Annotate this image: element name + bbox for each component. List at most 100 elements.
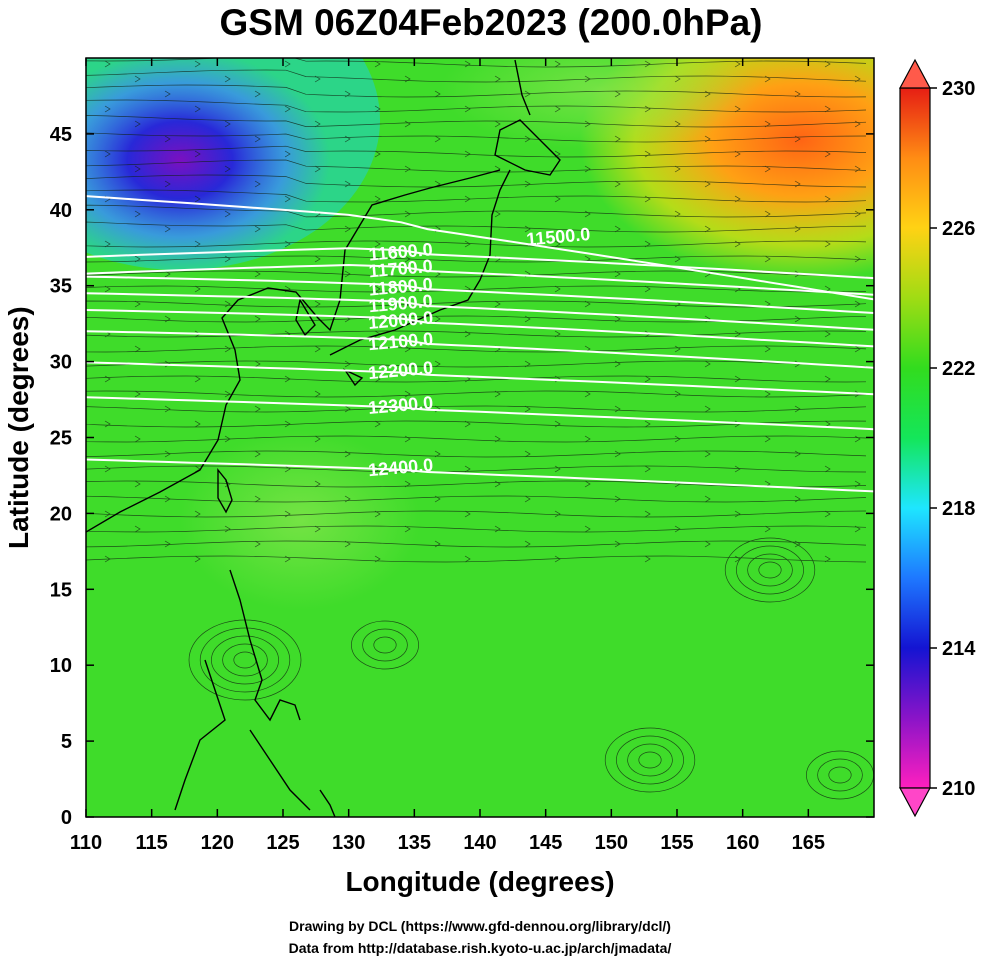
streamline-arrow (554, 285, 561, 293)
x-tick-label: 115 (136, 832, 168, 854)
streamline-arrow (644, 105, 651, 113)
streamline (86, 390, 867, 398)
streamline (86, 174, 867, 188)
streamline-arrow (614, 270, 621, 278)
streamline-arrow (314, 435, 321, 443)
streamline-arrow (254, 225, 261, 233)
streamline-arrow (494, 300, 501, 308)
streamline-arrow (764, 390, 771, 398)
streamline-arrow (764, 345, 771, 353)
streamline-arrow (284, 510, 291, 518)
streamline-arrow (854, 435, 861, 443)
streamline-arrow (164, 90, 171, 98)
colorbar-ticks: 210 214 218 222 226 230 (930, 78, 976, 800)
credit-drawing: Drawing by DCL (https://www.gfd-dennou.o… (289, 918, 671, 934)
streamline-arrow (404, 345, 411, 353)
streamline-arrow (524, 315, 531, 323)
streamline-arrow (674, 435, 681, 443)
streamline-arrow (194, 150, 201, 158)
streamline-arrow (524, 180, 531, 188)
streamline-arrow (794, 135, 801, 143)
streamline-vortex (199, 627, 291, 693)
streamline-arrow (314, 390, 321, 398)
streamline-vortex (758, 561, 782, 579)
streamline-arrow (644, 285, 651, 293)
streamline-arrow (794, 90, 801, 98)
streamline-arrow (224, 255, 231, 263)
streamline-arrow (554, 240, 561, 248)
y-tick-label: 5 (61, 731, 72, 753)
y-tick-label: 20 (50, 503, 72, 525)
x-tick-label: 145 (529, 832, 562, 854)
streamline-arrow (674, 255, 681, 263)
streamline-arrow (374, 195, 381, 203)
streamline-arrow (434, 315, 441, 323)
x-tick-label: 150 (595, 832, 628, 854)
colorbar-tick-label: 218 (942, 498, 975, 520)
streamline-arrow (164, 225, 171, 233)
colorbar-tick-label: 210 (942, 778, 975, 800)
streamline-arrow (824, 555, 831, 563)
streamline-arrow (734, 105, 741, 113)
y-tick-label: 40 (50, 200, 72, 222)
streamline-arrow (104, 240, 111, 248)
streamline-arrow (434, 360, 441, 368)
y-tick-label: 0 (61, 807, 72, 829)
streamline-arrow (584, 525, 591, 533)
streamline-arrow (554, 105, 561, 113)
streamline-arrow (104, 555, 111, 563)
streamline-arrow (104, 465, 111, 473)
streamline-arrow (734, 375, 741, 383)
colorbar-max-arrow (898, 58, 932, 89)
x-tick-label: 165 (792, 832, 825, 854)
streamline-arrow (434, 540, 441, 548)
streamline-arrow (704, 540, 711, 548)
streamline-arrow (584, 210, 591, 218)
streamline-arrow (794, 315, 801, 323)
streamline-arrow (494, 390, 501, 398)
streamline-arrow (704, 495, 711, 503)
streamline-arrow (854, 525, 861, 533)
streamline-arrow (614, 90, 621, 98)
streamline-arrow (734, 240, 741, 248)
streamline-arrow (284, 375, 291, 383)
streamline-arrow (194, 240, 201, 248)
streamline-arrow (224, 75, 231, 83)
streamline-arrow (374, 375, 381, 383)
streamline-arrow (824, 240, 831, 248)
temperature-field (86, 58, 874, 817)
streamline-arrow (554, 60, 561, 68)
colorbar-min-arrow (898, 787, 932, 818)
streamline-arrow (194, 105, 201, 113)
streamline-arrow (434, 135, 441, 143)
streamline-arrow (374, 240, 381, 248)
streamline-arrow (344, 180, 351, 188)
streamline-arrow (464, 420, 471, 428)
streamline-arrow (824, 60, 831, 68)
streamline-arrow (194, 420, 201, 428)
streamline-arrow (854, 120, 861, 128)
streamline-arrow (824, 375, 831, 383)
streamline-arrow (704, 225, 711, 233)
streamline-vortex (638, 751, 662, 769)
streamline-arrow (194, 375, 201, 383)
streamline-arrow (854, 210, 861, 218)
streamline-arrow (104, 510, 111, 518)
streamline-arrow (404, 390, 411, 398)
streamline-arrow (734, 195, 741, 203)
streamline (86, 99, 867, 113)
x-tick-label: 125 (266, 832, 299, 854)
streamline-arrow (734, 330, 741, 338)
streamline-arrow (764, 120, 771, 128)
streamline-arrow (854, 255, 861, 263)
streamline-arrow (704, 180, 711, 188)
y-tick-label: 35 (50, 276, 72, 298)
streamline-arrow (674, 165, 681, 173)
streamline-arrow (494, 525, 501, 533)
streamline-arrow (794, 450, 801, 458)
x-axis-ticks: 110 115 120 125 130 135 140 145 150 155 160 165 (70, 58, 825, 854)
streamline-arrow (794, 225, 801, 233)
colorbar-tick-label: 222 (942, 358, 975, 380)
streamline-arrow (524, 450, 531, 458)
streamline-vortex (828, 766, 852, 784)
